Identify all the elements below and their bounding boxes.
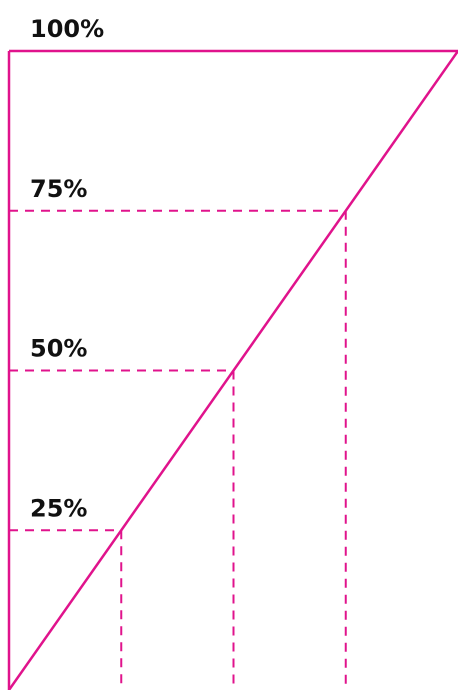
tick-label-75: 75% [30, 175, 87, 203]
tick-label-50: 50% [30, 335, 87, 363]
series-line-0 [7, 50, 458, 690]
tick-label-100: 100% [30, 15, 104, 43]
reference-guides [9, 209, 347, 690]
series-lines [7, 50, 458, 690]
tick-label-25: 25% [30, 494, 87, 522]
tick-labels: 100% 75% 50% 25% [30, 15, 104, 522]
